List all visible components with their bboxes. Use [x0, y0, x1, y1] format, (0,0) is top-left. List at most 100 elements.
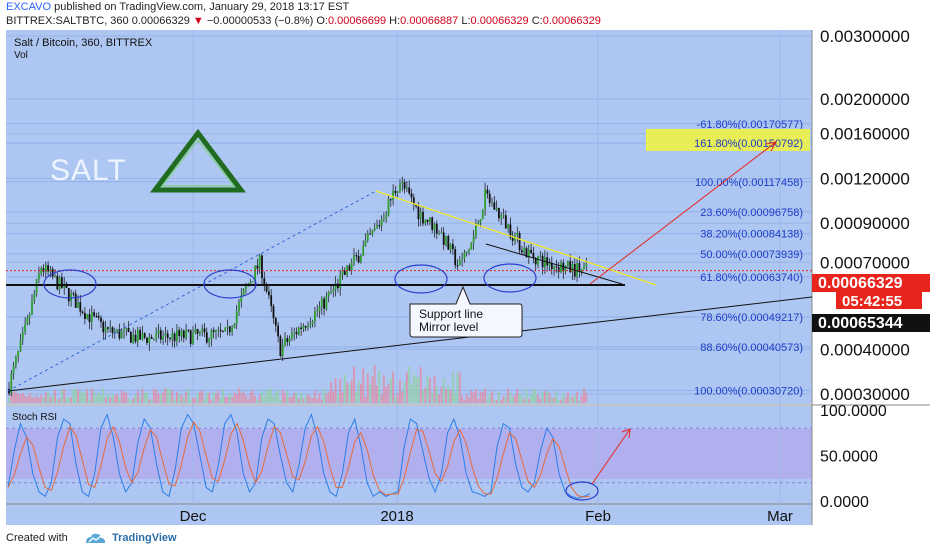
candle-body	[481, 209, 484, 220]
volume-bar	[481, 391, 484, 403]
candle-body	[148, 336, 151, 343]
volume-bar	[231, 397, 233, 403]
candle-body	[291, 333, 293, 339]
candle-body	[320, 298, 323, 307]
volume-bar	[21, 393, 24, 403]
candle-body	[362, 246, 365, 256]
volume-bar	[304, 395, 307, 403]
volume-bar	[527, 399, 530, 403]
candle-body	[449, 244, 452, 250]
candle-body	[164, 333, 167, 337]
candle-body	[139, 329, 141, 340]
volume-bar	[102, 388, 105, 403]
volume-bar	[511, 396, 514, 403]
candle-body	[403, 181, 406, 189]
volume-bar	[486, 399, 489, 403]
chart-legend-title: Salt / Bitcoin, 360, BITTREX	[14, 37, 153, 49]
candle-body	[304, 325, 307, 328]
candle-body	[371, 230, 374, 235]
tradingview-brand[interactable]: TradingView	[112, 532, 177, 544]
main-pane[interactable]	[6, 30, 812, 404]
volume-bar	[509, 392, 512, 403]
fib-label: 38.20%(0.00084138)	[700, 229, 803, 241]
low-value: 0.00066329	[470, 15, 529, 27]
volume-bar	[176, 391, 178, 403]
candle-body	[189, 330, 192, 344]
stoch-tick-label: 50.0000	[820, 449, 878, 466]
volume-bar	[406, 372, 408, 403]
tradingview-logo-icon	[86, 533, 105, 543]
candle-body	[318, 306, 321, 312]
volume-bar	[113, 395, 116, 403]
candle-body	[380, 219, 383, 226]
volume-bar	[447, 385, 450, 403]
volume-bar	[279, 399, 282, 403]
volume-bar	[67, 397, 70, 403]
volume-bar	[293, 393, 296, 403]
candle-body	[286, 338, 289, 342]
cursor-price-value: 0.00065344	[818, 315, 903, 332]
volume-bar	[265, 389, 268, 403]
candle-body	[284, 338, 286, 346]
candle-body	[130, 332, 132, 343]
candle-body	[394, 190, 397, 194]
volume-bar	[307, 394, 309, 403]
candle-body	[226, 326, 229, 328]
volume-bar	[10, 390, 13, 403]
volume-bar	[116, 393, 118, 403]
candle-body	[475, 225, 477, 237]
y-tick-label: 0.00030000	[820, 385, 910, 404]
candle-body	[350, 262, 353, 271]
volume-bar	[222, 388, 224, 403]
candle-body	[61, 277, 63, 288]
candle-body	[343, 270, 346, 275]
volume-bar	[182, 397, 185, 403]
candle-body	[567, 261, 569, 266]
author-link[interactable]: EXCAVO	[6, 1, 52, 13]
candle-body	[527, 249, 530, 258]
candle-body	[383, 218, 385, 220]
volume-bar	[263, 396, 266, 403]
candle-body	[258, 255, 261, 269]
volume-bar	[472, 391, 475, 403]
volume-bar	[215, 393, 217, 403]
volume-bar	[433, 375, 436, 403]
volume-bar	[454, 393, 457, 403]
volume-bar	[38, 398, 40, 403]
candle-body	[408, 187, 411, 194]
time-axis[interactable]	[6, 504, 812, 525]
volume-bar	[516, 389, 519, 403]
volume-bar	[419, 367, 422, 403]
candle-body	[79, 302, 82, 312]
cursor-price-tag	[812, 314, 930, 332]
close-value: 0.00066329	[542, 15, 601, 27]
candle-body	[456, 265, 459, 267]
volume-bar	[125, 392, 128, 403]
volume-bar	[546, 391, 549, 403]
candle-body	[86, 314, 89, 319]
volume-bar	[42, 397, 45, 403]
volume-bar	[208, 392, 210, 403]
volume-bar	[371, 376, 374, 403]
highlight-ellipse	[203, 269, 257, 299]
volume-bar	[51, 395, 54, 403]
footer: Created with TradingView	[0, 528, 932, 550]
volume-bar	[146, 392, 148, 403]
candle-body	[26, 317, 29, 325]
volume-bar	[162, 392, 164, 403]
volume-bar	[185, 391, 187, 403]
volume-bar	[521, 395, 523, 403]
symbol[interactable]: BITTREX:SALTBTC, 360	[6, 15, 129, 27]
candle-body	[222, 331, 224, 333]
volume-bar	[385, 386, 388, 403]
volume-bar	[291, 396, 293, 403]
open-value: 0.00066699	[327, 15, 387, 27]
volume-bar	[63, 389, 66, 403]
candle-body	[95, 315, 98, 317]
volume-bar	[330, 382, 332, 403]
candle-body	[100, 317, 102, 322]
y-tick-label: 0.00070000	[820, 253, 910, 272]
candle-body	[120, 331, 123, 339]
candle-body	[268, 291, 270, 296]
